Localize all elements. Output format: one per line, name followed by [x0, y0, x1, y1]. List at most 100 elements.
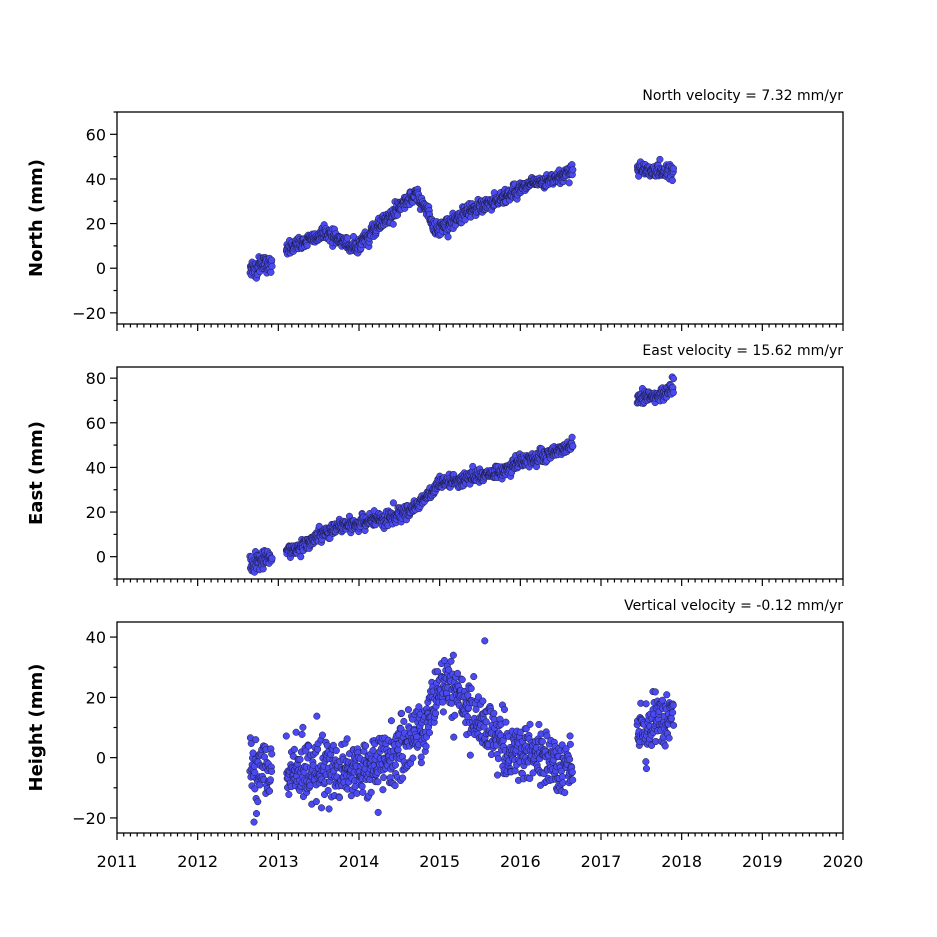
height-data-point — [317, 804, 326, 812]
east-panel: 0 20 40 60 80 East (mm) East velocity = 15.62 … — [26, 343, 844, 586]
north-data-point — [343, 234, 351, 242]
east-data-point — [297, 553, 305, 561]
north-y-axis-label: North (mm) — [26, 159, 47, 277]
height-data-point — [399, 774, 407, 782]
height-y-tick-label: 0 — [96, 749, 106, 768]
height-data-point — [490, 709, 498, 717]
height-data-point — [466, 751, 474, 759]
height-data-point — [642, 765, 651, 773]
north-data-point — [656, 155, 664, 163]
height-data-point — [439, 708, 447, 716]
height-data-point — [667, 714, 675, 723]
height-data-point — [268, 767, 276, 776]
height-data-point — [332, 746, 340, 755]
height-data-point — [282, 732, 290, 740]
height-data-point — [538, 738, 546, 746]
height-data-point — [305, 742, 313, 750]
east-points — [246, 373, 678, 576]
height-data-point — [398, 709, 406, 717]
height-data-point — [296, 755, 304, 763]
height-data-point — [561, 789, 569, 797]
north-data-point — [444, 233, 452, 241]
height-data-point — [313, 712, 321, 720]
height-data-point — [422, 742, 430, 750]
height-data-point — [358, 782, 366, 790]
height-data-point — [458, 676, 466, 684]
east-data-point — [569, 442, 577, 450]
x-tick-label: 2012 — [177, 852, 218, 871]
height-data-point — [374, 778, 382, 786]
height-data-point — [453, 669, 462, 677]
height-data-point — [526, 720, 534, 728]
height-panel: 2011 2012 2013 2014 2015 2016 2017 2018 2019 2020… — [26, 598, 863, 871]
east-y-axis-label: East (mm) — [26, 421, 47, 525]
height-data-point — [351, 783, 359, 791]
height-data-point — [559, 779, 567, 787]
height-data-point — [568, 768, 576, 776]
north-y-tick-label: 40 — [86, 170, 106, 189]
height-data-point — [447, 657, 455, 665]
height-data-point — [343, 735, 351, 743]
height-data-point — [391, 761, 399, 769]
height-data-point — [425, 729, 434, 737]
height-data-point — [566, 755, 574, 763]
north-points — [246, 155, 677, 282]
height-data-point — [569, 776, 577, 784]
height-data-point — [500, 705, 509, 714]
x-tick-label: 2011 — [97, 852, 138, 871]
height-data-point — [367, 788, 375, 796]
height-data-point — [362, 742, 370, 750]
north-data-point — [268, 262, 276, 270]
height-data-point — [502, 718, 510, 726]
east-data-point — [669, 375, 678, 383]
height-data-point — [450, 733, 458, 741]
east-y-tick-label: 20 — [86, 503, 106, 522]
north-y-tick-label: 20 — [86, 215, 106, 234]
height-data-point — [663, 691, 671, 699]
height-data-point — [449, 651, 457, 659]
height-data-point — [318, 731, 327, 739]
height-data-point — [661, 742, 669, 750]
height-data-point — [566, 740, 574, 748]
east-data-point — [568, 433, 576, 441]
east-data-point — [669, 389, 677, 397]
east-data-point — [389, 499, 397, 507]
height-data-point — [470, 673, 478, 681]
height-data-point — [404, 706, 412, 714]
height-data-point — [265, 787, 274, 795]
height-velocity-title: Vertical velocity = -0.12 mm/yr — [624, 598, 843, 614]
height-data-point — [451, 711, 459, 719]
height-data-point — [391, 781, 399, 790]
x-tick-label: 2016 — [500, 852, 541, 871]
east-y-tick-label: 0 — [96, 548, 106, 567]
x-tick-label: 2018 — [661, 852, 702, 871]
height-y-axis-label: Height (mm) — [26, 664, 47, 792]
height-data-point — [651, 688, 659, 696]
east-y-tick-label: 40 — [86, 458, 106, 477]
height-y-tick-label: −20 — [72, 809, 106, 828]
north-y-tick-label: 0 — [96, 259, 106, 278]
x-tick-label: 2013 — [258, 852, 299, 871]
height-data-point — [374, 808, 382, 816]
height-data-point — [400, 717, 408, 726]
north-data-point — [267, 268, 275, 276]
height-data-point — [642, 700, 650, 708]
height-data-point — [558, 773, 567, 781]
height-data-point — [299, 723, 307, 731]
north-y-tick-label: 60 — [86, 125, 106, 144]
height-data-point — [335, 794, 344, 802]
height-data-point — [432, 709, 440, 717]
height-y-tick-label: 40 — [86, 628, 106, 647]
height-data-point — [467, 684, 475, 693]
north-data-point — [668, 176, 676, 185]
north-data-point — [669, 164, 677, 172]
height-data-point — [494, 755, 502, 763]
east-data-point — [268, 554, 276, 562]
north-data-point — [303, 242, 311, 250]
height-data-point — [252, 736, 260, 744]
height-data-point — [642, 758, 650, 766]
height-data-point — [669, 721, 678, 729]
north-data-point — [268, 256, 276, 264]
height-data-point — [415, 703, 423, 711]
